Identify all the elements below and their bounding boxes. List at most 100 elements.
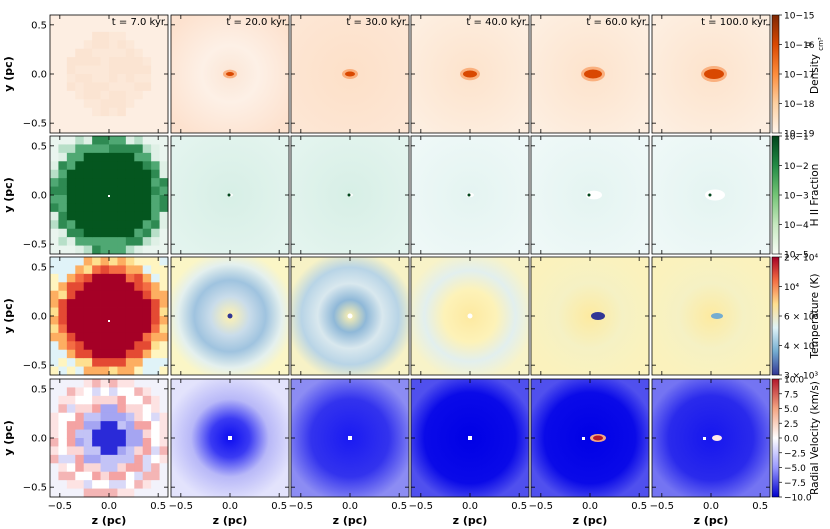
data-cell (66, 116, 76, 125)
data-cell (117, 282, 127, 292)
data-cell (75, 74, 85, 83)
data-cell (134, 421, 144, 430)
data-cell (109, 379, 118, 388)
data-cell (83, 169, 93, 179)
data-cell (83, 90, 93, 100)
temp-core (467, 313, 473, 319)
data-cell (151, 316, 160, 325)
data-cell (109, 161, 118, 171)
data-cell (50, 273, 59, 283)
panel-radial-velocity-1 (49, 378, 169, 498)
data-cell (100, 195, 110, 204)
data-cell (117, 116, 127, 125)
data-cell (100, 387, 110, 397)
data-cell (134, 316, 144, 325)
data-cell (117, 57, 127, 66)
data-cell (75, 152, 85, 162)
data-cell (92, 273, 101, 283)
data-cell (83, 290, 93, 300)
colorbar-unit-denominator: cm³ (817, 37, 825, 51)
velocity-outflow (712, 435, 722, 441)
data-cell (159, 273, 169, 283)
data-cell (75, 463, 85, 473)
data-cell (159, 316, 169, 325)
data-cell (75, 421, 85, 430)
data-cell (151, 290, 160, 300)
data-cell (125, 316, 135, 325)
panel-density-2 (170, 14, 290, 134)
data-cell (134, 429, 144, 439)
data-cell (134, 299, 144, 308)
data-cell (117, 324, 127, 334)
data-cell (83, 324, 93, 334)
panel-temperature-1 (49, 256, 169, 376)
data-cell (58, 178, 68, 187)
data-cell (117, 15, 127, 24)
data-cell (66, 404, 76, 414)
data-cell (109, 15, 118, 24)
panel-radial-velocity-6 (651, 378, 771, 498)
data-cell (100, 324, 110, 334)
data-cell (100, 186, 110, 196)
data-cell (58, 307, 68, 317)
data-cell (92, 349, 101, 359)
data-cell (134, 228, 144, 238)
data-cell (83, 195, 93, 204)
density-core (704, 69, 724, 79)
data-cell (75, 237, 85, 246)
data-cell (100, 211, 110, 221)
data-cell (109, 152, 118, 162)
data-cell (58, 299, 68, 308)
data-cell (151, 379, 160, 388)
data-cell (134, 65, 144, 75)
data-cell (125, 421, 135, 430)
data-cell (100, 152, 110, 162)
data-cell (75, 324, 85, 334)
data-cell (75, 144, 85, 154)
data-cell (109, 358, 118, 367)
data-cell (159, 74, 169, 83)
data-cell (159, 480, 169, 489)
data-cell (142, 74, 152, 83)
colorbar-tick-label: 10−16 (784, 41, 815, 51)
data-cell (159, 90, 169, 100)
data-cell (151, 57, 160, 66)
data-cell (142, 136, 152, 145)
panel-h-ii-fraction-4 (410, 135, 530, 255)
data-cell (83, 273, 93, 283)
data-cell (58, 282, 68, 292)
data-cell (66, 341, 76, 351)
data-cell (66, 107, 76, 117)
data-cell (159, 366, 169, 376)
data-cell (134, 404, 144, 414)
x-tick-label: 0.5 (150, 501, 166, 512)
data-cell (58, 74, 68, 83)
colorbar-gradient (771, 378, 780, 498)
data-cell (58, 316, 68, 325)
data-cell (142, 446, 152, 456)
data-cell (100, 99, 110, 109)
data-cell (92, 480, 101, 489)
data-cell (134, 136, 144, 145)
data-cell (83, 480, 93, 489)
data-cell (75, 471, 85, 481)
data-cell (50, 404, 59, 414)
data-cell (50, 488, 59, 498)
data-cell (100, 412, 110, 422)
data-cell (75, 299, 85, 308)
data-cell (109, 404, 118, 414)
data-cell (159, 65, 169, 75)
data-cell (58, 429, 68, 439)
data-cell (142, 203, 152, 213)
data-cell (142, 395, 152, 405)
panel-radial-velocity-3 (290, 378, 410, 498)
data-cell (125, 480, 135, 489)
data-cell (83, 341, 93, 351)
data-cell (151, 169, 160, 179)
data-cell (83, 220, 93, 230)
data-cell (125, 324, 135, 334)
data-cell (92, 211, 101, 221)
data-cell (134, 40, 144, 50)
data-cell (117, 480, 127, 489)
data-cell (151, 228, 160, 238)
